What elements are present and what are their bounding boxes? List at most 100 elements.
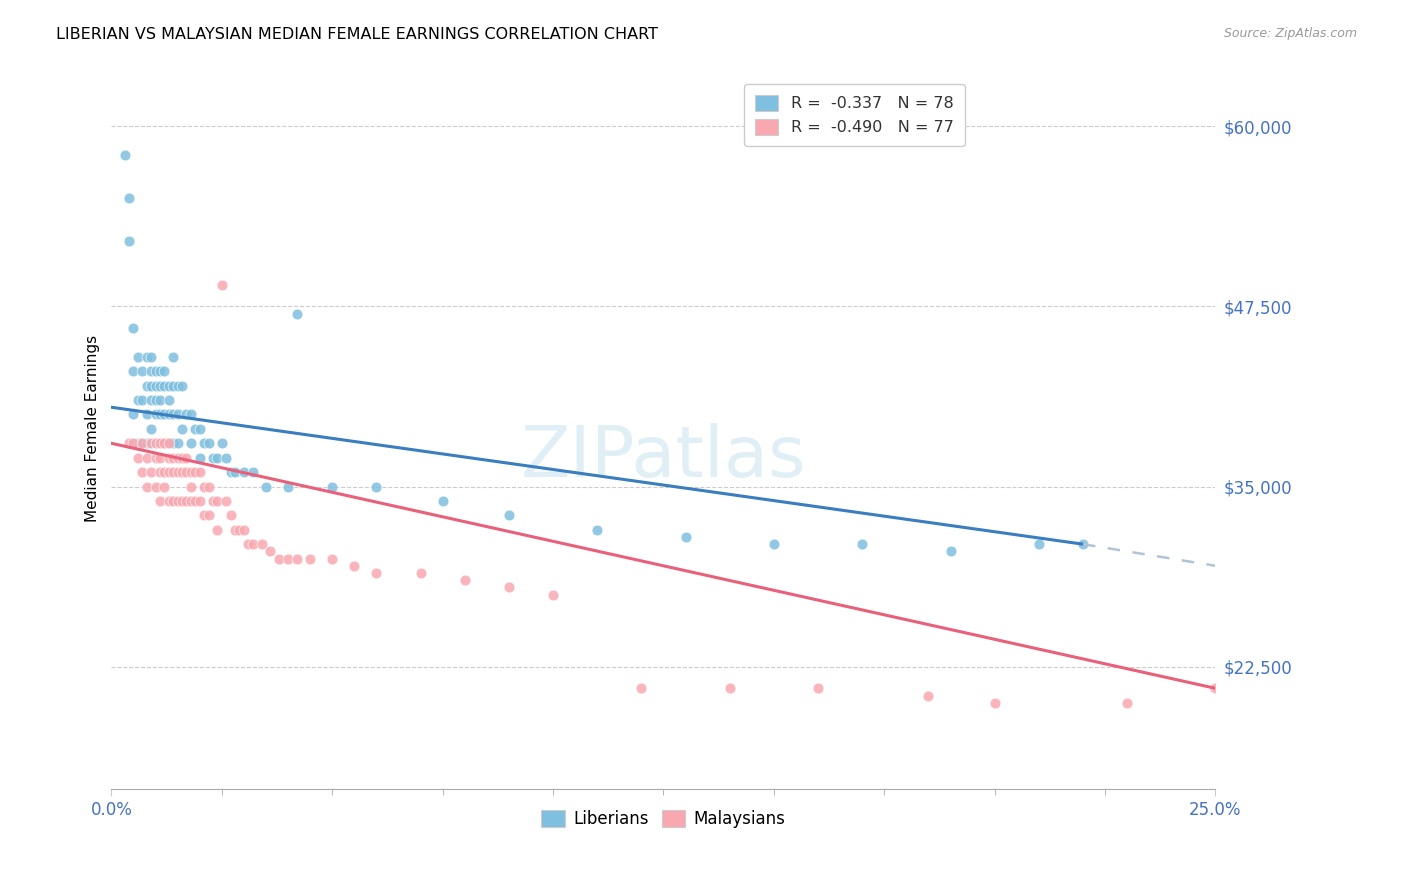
Point xyxy=(157,494,180,508)
Point xyxy=(149,364,172,378)
Point xyxy=(176,450,198,465)
Point xyxy=(145,408,167,422)
Point xyxy=(366,479,388,493)
Point xyxy=(166,494,188,508)
Point xyxy=(157,436,180,450)
Point xyxy=(409,566,432,580)
Point xyxy=(149,378,172,392)
Point xyxy=(141,350,163,364)
Point xyxy=(224,523,246,537)
Point xyxy=(193,436,215,450)
Point xyxy=(131,436,153,450)
Point xyxy=(180,494,202,508)
Point xyxy=(211,436,233,450)
Point xyxy=(149,436,172,450)
Point xyxy=(145,364,167,378)
Point xyxy=(135,378,157,392)
Point xyxy=(188,465,211,479)
Point xyxy=(162,378,184,392)
Point xyxy=(135,350,157,364)
Point xyxy=(498,508,520,523)
Point xyxy=(176,465,198,479)
Point xyxy=(118,191,141,205)
Point xyxy=(149,494,172,508)
Point xyxy=(586,523,609,537)
Point xyxy=(141,465,163,479)
Point xyxy=(145,436,167,450)
Text: ZIPatlas: ZIPatlas xyxy=(520,423,806,492)
Point xyxy=(762,537,785,551)
Point xyxy=(149,450,172,465)
Point xyxy=(166,465,188,479)
Text: Source: ZipAtlas.com: Source: ZipAtlas.com xyxy=(1223,27,1357,40)
Point xyxy=(211,277,233,292)
Point xyxy=(215,450,238,465)
Point xyxy=(157,465,180,479)
Point xyxy=(153,465,176,479)
Point xyxy=(157,392,180,407)
Point xyxy=(145,436,167,450)
Point xyxy=(207,450,229,465)
Point xyxy=(1071,537,1094,551)
Point xyxy=(135,450,157,465)
Point xyxy=(145,392,167,407)
Legend: Liberians, Malaysians: Liberians, Malaysians xyxy=(534,804,792,835)
Point xyxy=(176,494,198,508)
Point xyxy=(145,378,167,392)
Point xyxy=(215,494,238,508)
Point xyxy=(153,408,176,422)
Point xyxy=(1116,696,1139,710)
Point xyxy=(242,465,264,479)
Point xyxy=(321,551,343,566)
Point xyxy=(141,378,163,392)
Point xyxy=(170,465,193,479)
Point xyxy=(184,465,207,479)
Point xyxy=(285,307,308,321)
Point xyxy=(277,479,299,493)
Point xyxy=(630,681,652,696)
Point xyxy=(299,551,322,566)
Point xyxy=(131,392,153,407)
Point xyxy=(176,408,198,422)
Point xyxy=(498,581,520,595)
Point xyxy=(162,436,184,450)
Point xyxy=(153,436,176,450)
Point xyxy=(135,408,157,422)
Point xyxy=(366,566,388,580)
Point xyxy=(718,681,741,696)
Point xyxy=(219,508,242,523)
Point xyxy=(197,479,219,493)
Point xyxy=(149,436,172,450)
Point xyxy=(188,422,211,436)
Point xyxy=(170,422,193,436)
Point xyxy=(131,436,153,450)
Point xyxy=(162,450,184,465)
Point xyxy=(197,436,219,450)
Point xyxy=(180,436,202,450)
Point xyxy=(122,364,145,378)
Point xyxy=(180,479,202,493)
Point xyxy=(939,544,962,558)
Point xyxy=(157,378,180,392)
Point xyxy=(162,408,184,422)
Point xyxy=(149,392,172,407)
Point xyxy=(232,523,254,537)
Point xyxy=(207,494,229,508)
Point xyxy=(114,148,136,162)
Point xyxy=(141,364,163,378)
Point xyxy=(254,479,277,493)
Point xyxy=(141,436,163,450)
Point xyxy=(166,450,188,465)
Point xyxy=(131,465,153,479)
Y-axis label: Median Female Earnings: Median Female Earnings xyxy=(86,335,100,523)
Point xyxy=(135,436,157,450)
Point xyxy=(149,408,172,422)
Point xyxy=(170,378,193,392)
Point xyxy=(153,364,176,378)
Point xyxy=(259,544,281,558)
Point xyxy=(162,494,184,508)
Point xyxy=(343,558,366,573)
Point xyxy=(193,508,215,523)
Point xyxy=(851,537,873,551)
Point xyxy=(145,479,167,493)
